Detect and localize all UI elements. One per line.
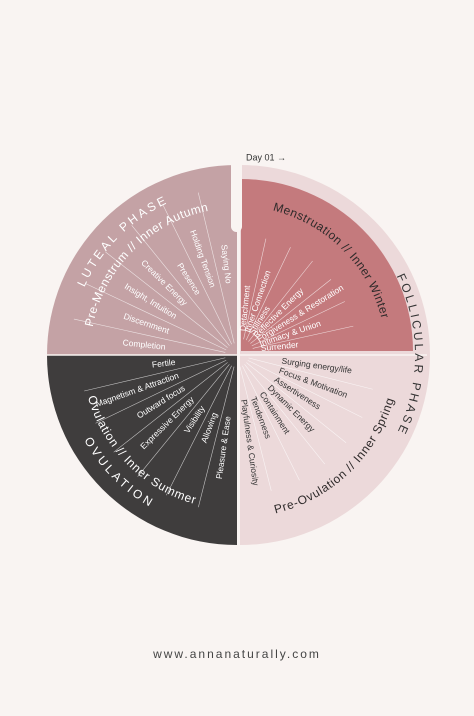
footer-url: www.annanaturally.com [152, 647, 321, 661]
item-separator [137, 364, 230, 477]
item-separator [131, 225, 230, 346]
menstruation-quadrant [241, 179, 413, 351]
item-separator [85, 283, 227, 351]
item-separator [244, 364, 326, 465]
quality-label: Detachment [237, 284, 252, 331]
item-group: Completion [122, 337, 166, 351]
item-separator [242, 365, 300, 481]
ovulation-quadrant [47, 355, 237, 545]
quality-label: Saying No [219, 244, 234, 284]
item-separator [243, 238, 267, 340]
item-separator [197, 192, 235, 344]
item-separator [245, 247, 291, 341]
quality-label: Surrender [260, 339, 299, 353]
item-separator [113, 362, 228, 453]
quality-label: Fertile [151, 357, 176, 370]
item-separator [248, 357, 373, 390]
item-separator [250, 279, 332, 344]
item-separator [198, 366, 235, 508]
luteal-quadrant [47, 165, 237, 355]
item-group: Fertile [151, 357, 176, 370]
quality-label: Completion [122, 337, 166, 351]
item-separator [162, 205, 232, 345]
item-separator [84, 357, 226, 392]
wheel-shapes [47, 165, 430, 545]
day-marker: Day 01 → [246, 152, 286, 162]
item-group: Detachment [237, 284, 252, 331]
item-separator [239, 366, 272, 491]
item-separator [246, 362, 347, 444]
item-separator [251, 301, 345, 347]
item-group: Surrender [260, 339, 299, 353]
item-separator [252, 325, 354, 349]
item-separator [73, 318, 226, 353]
item-separator [248, 260, 313, 342]
item-group: Saying No [219, 244, 234, 284]
item-separator [95, 359, 227, 424]
item-separator [105, 251, 228, 348]
item-separator [247, 360, 363, 418]
item-separator [166, 365, 232, 496]
day-slit [231, 150, 242, 232]
